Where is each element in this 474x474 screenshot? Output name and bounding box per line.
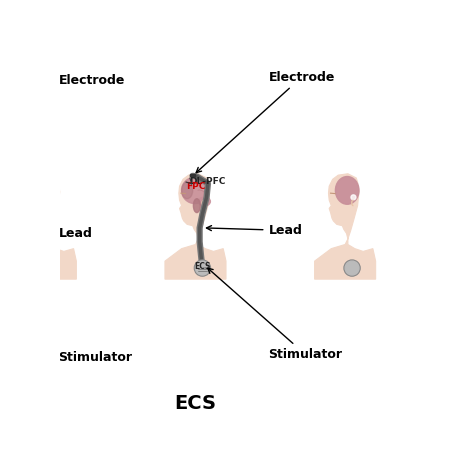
- Text: Electrode: Electrode: [196, 71, 335, 173]
- Text: ECS: ECS: [194, 262, 210, 271]
- Ellipse shape: [182, 177, 208, 203]
- Text: DL-PFC: DL-PFC: [189, 177, 226, 186]
- Text: Stimulator: Stimulator: [208, 268, 343, 361]
- Circle shape: [194, 260, 210, 276]
- Circle shape: [195, 261, 210, 275]
- Polygon shape: [165, 174, 226, 279]
- Ellipse shape: [193, 199, 201, 212]
- Circle shape: [351, 195, 356, 200]
- Ellipse shape: [336, 176, 359, 204]
- Bar: [190, 174, 195, 176]
- Circle shape: [345, 261, 359, 275]
- Text: ECS: ECS: [174, 394, 217, 413]
- Polygon shape: [15, 174, 76, 279]
- Ellipse shape: [182, 182, 193, 199]
- Circle shape: [344, 260, 360, 276]
- Text: FPC: FPC: [186, 182, 206, 191]
- Text: Electrode: Electrode: [59, 74, 125, 87]
- Polygon shape: [315, 174, 375, 279]
- Ellipse shape: [199, 197, 210, 206]
- Text: Lead: Lead: [59, 228, 92, 240]
- Text: Lead: Lead: [207, 224, 302, 237]
- Text: Stimulator: Stimulator: [59, 352, 133, 365]
